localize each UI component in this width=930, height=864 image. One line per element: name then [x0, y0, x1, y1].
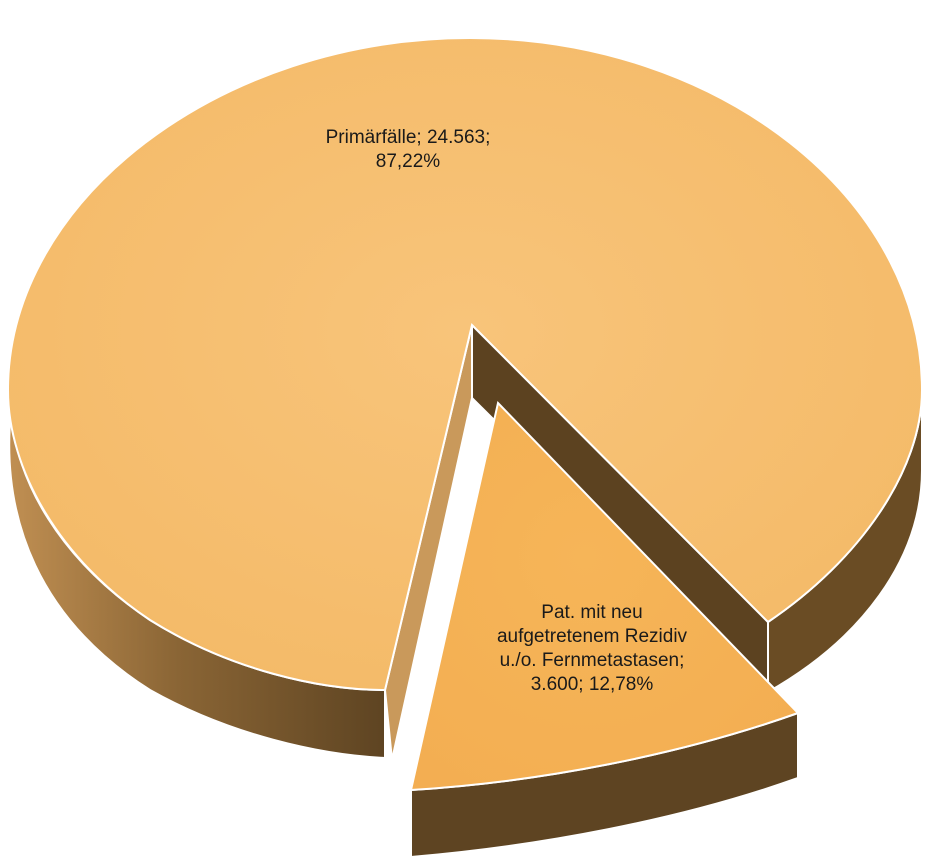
data-label-primaerfaelle: Primärfälle; 24.563; 87,22% [300, 126, 516, 174]
slice-rezidiv [409, 400, 800, 792]
data-label-rezidiv-line-3: u./o. Fernmetastasen; [499, 650, 685, 671]
data-label-rezidiv-line-2: aufgetretenem Rezidiv [496, 626, 688, 647]
data-label-primaerfaelle-line-2: 87,22% [375, 151, 441, 172]
data-label-primaerfaelle-line-1: Primärfälle; 24.563; [325, 127, 491, 148]
data-label-rezidiv-line-1: Pat. mit neu [541, 602, 643, 623]
slice-primaerfaelle [6, 36, 924, 692]
data-label-rezidiv-line-4: 3.600; 12,78% [530, 674, 654, 695]
data-label-rezidiv: Pat. mit neu aufgetretenem Rezidiv u./o.… [476, 601, 708, 697]
